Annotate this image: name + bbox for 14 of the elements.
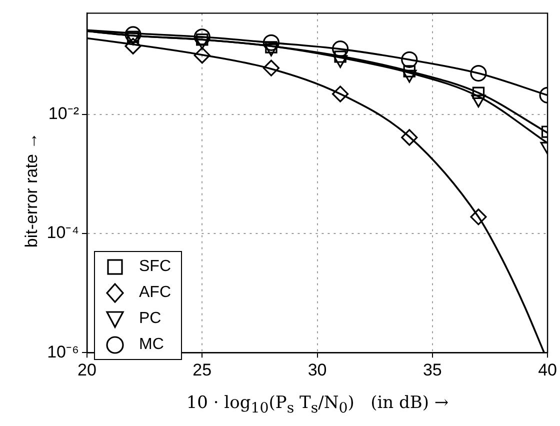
y-tick-label: 10⁻⁴ bbox=[46, 223, 79, 242]
x-tick-label: 20 bbox=[78, 360, 96, 380]
y-tick-label: 10⁻⁶ bbox=[47, 342, 79, 362]
legend-label: AFC bbox=[139, 284, 171, 302]
y-axis-title: bit-error rate → bbox=[22, 132, 42, 248]
x-tick-label: 35 bbox=[422, 360, 442, 380]
x-tick-label: 30 bbox=[308, 360, 327, 380]
legend-label: MC bbox=[139, 336, 164, 354]
x-tick-label: 40 bbox=[538, 360, 558, 380]
legend-label: SFC bbox=[139, 258, 171, 276]
x-tick-label: 25 bbox=[192, 360, 212, 380]
text: 10 · log$_{10}$(P$_{s}$ T$_{s}$/N$_{0}$) (in dB) → bbox=[186, 393, 449, 416]
y-tick-label: 10⁻² bbox=[48, 104, 80, 124]
legend-label: PC bbox=[139, 310, 162, 328]
